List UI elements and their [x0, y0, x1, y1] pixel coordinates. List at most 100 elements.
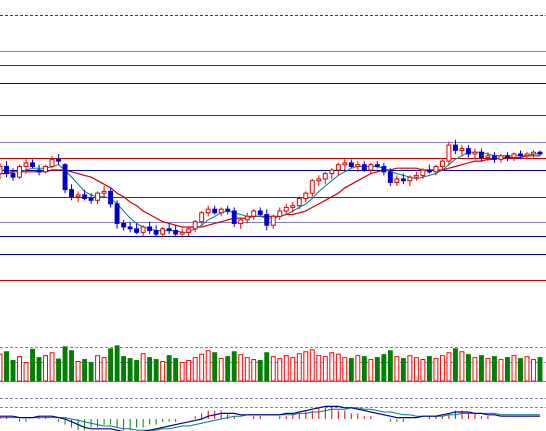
- candle-body: [511, 153, 517, 159]
- volume-bar: [69, 350, 75, 382]
- volume-bar: [23, 361, 29, 382]
- candle-body: [459, 148, 465, 151]
- candle-body: [231, 210, 237, 224]
- candle-body: [498, 155, 504, 160]
- volume-bar: [472, 357, 478, 382]
- volume-bar: [387, 350, 393, 382]
- candle-body: [127, 226, 133, 230]
- candle-body: [277, 210, 283, 217]
- volume-bar: [505, 357, 510, 382]
- ma-slow-line: [0, 155, 540, 228]
- candle-body: [439, 160, 445, 167]
- candle-body: [75, 194, 81, 198]
- candle-body: [342, 162, 348, 166]
- candle-body: [485, 155, 491, 159]
- candle-body: [296, 198, 302, 207]
- volume-bar: [30, 348, 35, 382]
- volume-bar: [179, 361, 185, 382]
- volume-bar: [420, 359, 426, 382]
- macd-signal-line: [0, 407, 540, 431]
- volume-bar: [524, 356, 530, 382]
- volume-bar: [101, 357, 107, 382]
- volume-bar: [218, 358, 224, 382]
- candle-body: [335, 164, 341, 171]
- candle-body: [387, 171, 393, 183]
- candle-body: [82, 194, 88, 200]
- volume-bar: [465, 354, 471, 382]
- candle-body: [264, 214, 270, 226]
- macd-panel: [0, 398, 546, 431]
- candle-body: [49, 158, 55, 167]
- candle-body: [88, 198, 94, 201]
- volume-bar: [439, 355, 445, 382]
- candle-body: [420, 169, 426, 176]
- volume-bar: [199, 353, 205, 382]
- volume-bar: [426, 356, 432, 382]
- volume-bar: [62, 346, 68, 382]
- candle-body: [244, 215, 250, 221]
- volume-bar: [82, 359, 88, 382]
- candle-body: [69, 189, 75, 198]
- candle-body: [205, 208, 211, 214]
- candle-body: [465, 148, 471, 155]
- candle-body: [43, 165, 48, 173]
- volume-bar: [413, 357, 419, 382]
- volume-bar: [127, 358, 133, 382]
- volume-bar: [277, 358, 283, 382]
- volume-bar: [166, 355, 172, 382]
- ma-fast-line: [0, 151, 540, 233]
- candle-body: [17, 165, 22, 178]
- volume-bar: [478, 355, 484, 382]
- volume-bar: [537, 357, 543, 382]
- candle-body: [446, 144, 452, 162]
- volume-bar: [459, 351, 465, 382]
- candle-body: [225, 208, 231, 212]
- volume-bar: [257, 360, 263, 382]
- candle-body: [322, 173, 328, 180]
- candle-body: [361, 164, 367, 171]
- volume-bar: [492, 356, 497, 382]
- candle-body: [290, 205, 296, 208]
- volume-bar: [355, 355, 361, 382]
- volume-bar: [452, 348, 458, 382]
- candle-body: [472, 151, 478, 155]
- volume-bar: [531, 359, 536, 382]
- volume-bar: [270, 356, 276, 382]
- candle-body: [30, 162, 35, 167]
- candle-body: [238, 219, 244, 224]
- volume-bar: [153, 359, 159, 382]
- candle-body: [537, 151, 543, 155]
- candle-body: [192, 221, 198, 230]
- candle-body: [257, 210, 263, 216]
- volume-bar: [342, 357, 348, 382]
- volume-bar: [407, 355, 413, 382]
- candle-body: [394, 178, 400, 183]
- volume-bar: [160, 361, 166, 382]
- candlesticks: [0, 139, 543, 238]
- candle-body: [186, 228, 192, 233]
- volume-bar: [56, 358, 62, 382]
- volume-bar: [485, 358, 491, 382]
- volume-bar: [134, 360, 140, 382]
- candle-body: [407, 176, 413, 182]
- volume-bar: [290, 357, 296, 382]
- candle-body: [374, 164, 380, 167]
- candle-body: [95, 192, 101, 201]
- candle-body: [355, 164, 361, 167]
- candle-body: [270, 215, 276, 226]
- volume-bar: [36, 357, 42, 382]
- candle-body: [56, 158, 62, 162]
- candle-body: [114, 203, 120, 224]
- candle-body: [153, 230, 159, 235]
- candle-body: [62, 164, 68, 191]
- moving-averages: [0, 151, 540, 233]
- candle-body: [0, 165, 3, 175]
- volume-bar: [108, 348, 114, 382]
- volume-bar: [147, 357, 153, 382]
- volume-bar: [511, 355, 517, 382]
- macd-line: [0, 405, 540, 431]
- volume-bar: [10, 360, 16, 382]
- candle-body: [10, 173, 16, 178]
- candle-body: [329, 169, 335, 175]
